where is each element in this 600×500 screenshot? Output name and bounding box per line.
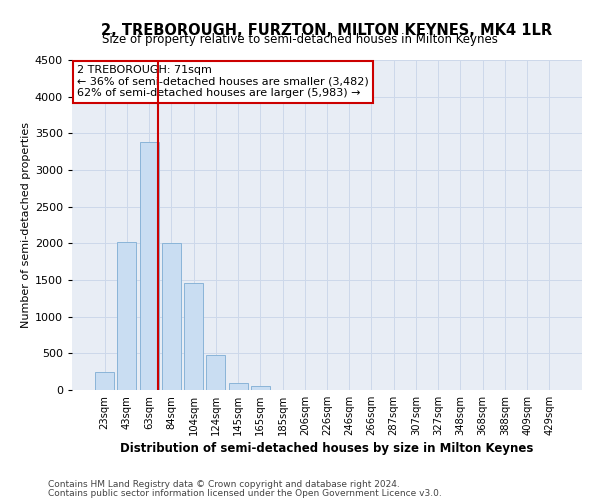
Bar [140,142,158,390]
Bar [206,355,225,390]
Bar [251,386,270,390]
Bar [118,242,136,390]
Bar [162,242,181,390]
Text: 2 TREBOROUGH: 71sqm
← 36% of semi-detached houses are smaller (3,482)
62% of sem: 2 TREBOROUGH: 71sqm ← 36% of semi-detach… [77,65,369,98]
Text: Contains public sector information licensed under the Open Government Licence v3: Contains public sector information licen… [48,489,442,498]
Text: Size of property relative to semi-detached houses in Milton Keynes: Size of property relative to semi-detach… [102,32,498,46]
Text: Contains HM Land Registry data © Crown copyright and database right 2024.: Contains HM Land Registry data © Crown c… [48,480,400,489]
Bar [95,372,114,390]
X-axis label: Distribution of semi-detached houses by size in Milton Keynes: Distribution of semi-detached houses by … [121,442,533,455]
Bar [229,382,248,390]
Title: 2, TREBOROUGH, FURZTON, MILTON KEYNES, MK4 1LR: 2, TREBOROUGH, FURZTON, MILTON KEYNES, M… [101,23,553,38]
Y-axis label: Number of semi-detached properties: Number of semi-detached properties [20,122,31,328]
Bar [184,283,203,390]
